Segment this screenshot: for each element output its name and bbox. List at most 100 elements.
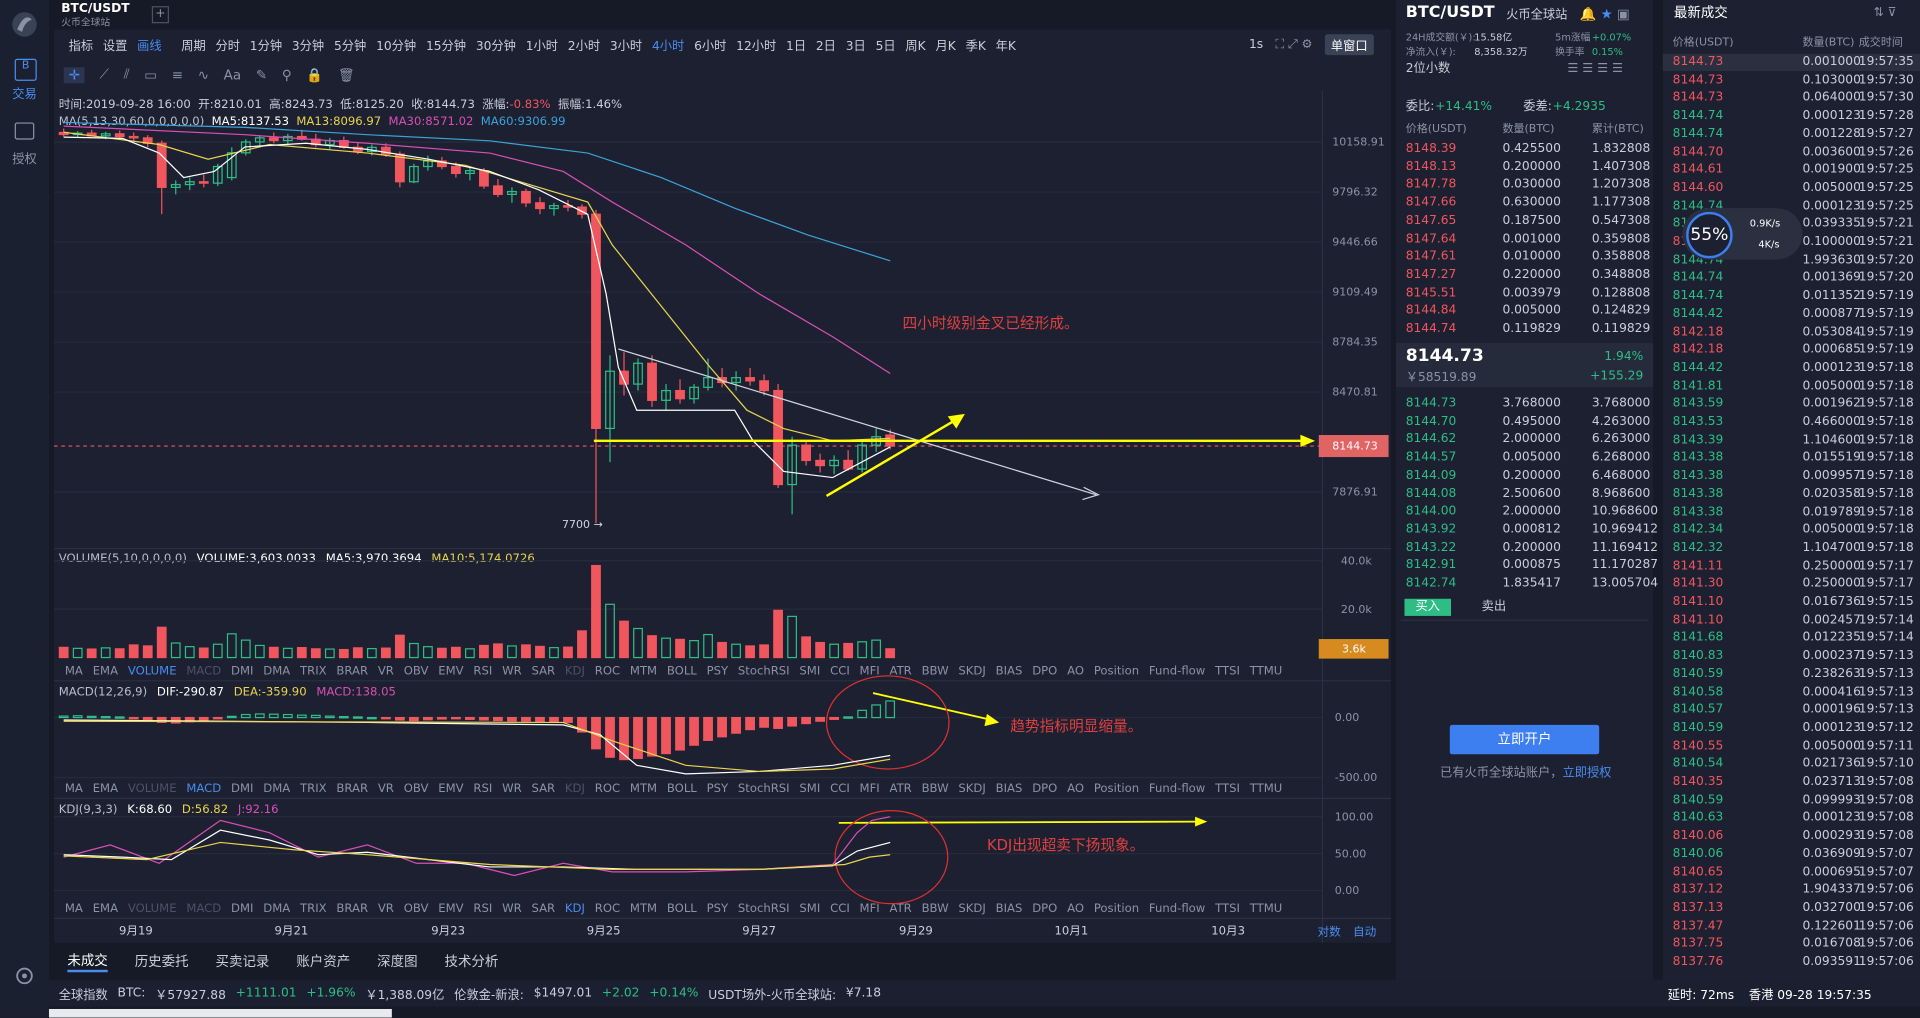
indicator-tab[interactable]: BBW [921,664,949,678]
indicator-tab[interactable]: BRAR [336,664,369,678]
authorize[interactable]: 立即授权 [1562,766,1612,781]
indicator-tab[interactable]: TRIX [300,664,327,678]
tool[interactable]: ▭ [144,66,158,83]
indicator-tab[interactable]: MTM [629,781,658,796]
indicator-tab[interactable]: StochRSI [737,781,790,796]
indicator-tab[interactable]: ATR [889,664,912,678]
bottom-tab[interactable]: 未成交 [67,950,108,973]
indicator-tab[interactable]: Fund-flow [1148,901,1206,916]
indicator-tab[interactable]: TTMU [1249,781,1283,796]
indicator-tab[interactable]: MACD [186,664,222,678]
indicator-tab[interactable]: SKDJ [958,781,986,796]
tool[interactable]: Aa [223,66,242,83]
indicator-tab[interactable]: Position [1093,781,1140,796]
indicator-tab[interactable]: BBW [921,781,949,796]
indicator-tab[interactable]: CCI [830,901,850,916]
period[interactable]: 5分钟 [333,39,367,54]
period[interactable]: 分时 [215,39,241,54]
tool[interactable]: ∿ [197,66,209,83]
period[interactable]: 12小时 [736,39,777,54]
indicator-tab[interactable]: OBV [403,781,429,796]
indicator-tab[interactable]: ROC [594,901,621,916]
indicator-tab[interactable]: ATR [889,781,912,796]
indicator-tab[interactable]: PSY [706,664,729,678]
sidebar-item[interactable]: 授权 [12,153,37,167]
indicator-tab[interactable]: AO [1067,664,1085,678]
indicator-tab[interactable]: BOLL [666,664,697,678]
period[interactable]: 30分钟 [475,39,516,54]
trades-icons[interactable]: ⇅ ⊽ [1873,6,1897,20]
indicator-tab[interactable]: ATR [889,901,912,916]
indicator-tab[interactable]: DMI [231,901,254,916]
indicator-tab[interactable]: DMA [263,781,291,796]
indicator-tab[interactable]: DMA [263,664,291,678]
indicator-tab[interactable]: MTM [629,901,658,916]
indicator-tab[interactable]: EMA [92,664,119,678]
period[interactable]: 15分钟 [425,39,467,54]
period[interactable]: 2日 [815,39,836,54]
indicator-tab[interactable]: MTM [629,664,658,678]
indicator-tab[interactable]: CCI [830,664,850,678]
indicator-tab[interactable]: OBV [403,664,429,678]
axis-mode[interactable]: 对数 [1318,925,1342,939]
indicator-tab[interactable]: VR [377,664,394,678]
indicator-tab[interactable]: BIAS [995,901,1023,916]
indicator-tab[interactable]: TTMU [1249,901,1283,916]
period[interactable]: 年K [995,39,1016,54]
bottom-tab[interactable]: 历史委托 [134,953,189,970]
window-mode[interactable]: 单窗口 [1324,33,1374,55]
tool[interactable]: ✎ [255,66,268,83]
tool[interactable]: ⚲ [281,66,292,83]
tool[interactable]: 🔒 [306,66,324,83]
layout-icons[interactable]: ☰ ☰ ☰ ☰ [1567,62,1623,76]
indicator-tab[interactable]: BRAR [336,901,369,916]
indicator-tab[interactable]: VOLUME [127,664,177,678]
indicator-tab[interactable]: TTMU [1249,664,1283,678]
indicator-tab[interactable]: ROC [594,664,621,678]
indicator-tab[interactable]: MFI [859,781,880,796]
indicator-tab[interactable]: RSI [473,781,493,796]
indicator-tab[interactable]: Position [1093,901,1140,916]
period[interactable]: 10分钟 [376,39,417,54]
indicator-tab[interactable]: BIAS [995,781,1023,796]
indicator-tab[interactable]: SKDJ [958,664,986,678]
period[interactable]: 3分钟 [291,39,325,54]
indicator-tab[interactable]: MACD [186,781,222,796]
bottom-tab[interactable]: 深度图 [377,953,418,970]
axis-mode[interactable]: 自动 [1353,925,1376,939]
indicator-tab[interactable]: EMA [92,781,119,796]
period[interactable]: 月K [935,39,956,54]
indicator-tab[interactable]: TTSI [1215,664,1240,678]
period[interactable]: 季K [965,39,986,54]
indicator-tab[interactable]: OBV [403,901,429,916]
indicator-tab[interactable]: BOLL [666,901,697,916]
indicator-tab[interactable]: SKDJ [958,901,986,916]
tool[interactable]: ✛ [63,66,85,83]
sidebar-item[interactable]: 交易 [12,88,37,102]
indicator-tab[interactable]: VR [377,781,394,796]
indicator-tab[interactable]: WR [502,664,522,678]
indicator-tab[interactable]: MA [64,664,83,678]
ob-icons[interactable]: 🔔 ★ ▣ [1579,6,1630,23]
indicator-tab[interactable]: SMI [799,781,821,796]
open-account[interactable]: 立即开户 [1449,724,1600,755]
indicator-tab[interactable]: SAR [531,781,556,796]
add-tab[interactable]: + [151,6,169,24]
indicator-tab[interactable]: SAR [531,901,556,916]
indicator-tab[interactable]: EMV [438,901,464,916]
indicator-tab[interactable]: EMA [92,901,119,916]
indicator-tab[interactable]: PSY [706,901,729,916]
indicator-tab[interactable]: BOLL [666,781,697,796]
indicator-tab[interactable]: DPO [1032,664,1058,678]
indicator-tab[interactable]: PSY [706,781,729,796]
bottom-tab[interactable]: 技术分析 [444,953,499,970]
period[interactable]: 5日 [875,39,896,54]
period[interactable]: 6小时 [694,39,727,54]
period[interactable]: 1日 [786,39,807,54]
indicator-tab[interactable]: DPO [1032,781,1058,796]
indicator-tab[interactable]: StochRSI [737,901,790,916]
indicator-tab[interactable]: MA [64,781,83,796]
indicator-tab[interactable]: BBW [921,901,949,916]
indicator-tab[interactable]: KDJ [564,664,585,678]
period[interactable]: 1小时 [525,39,559,54]
